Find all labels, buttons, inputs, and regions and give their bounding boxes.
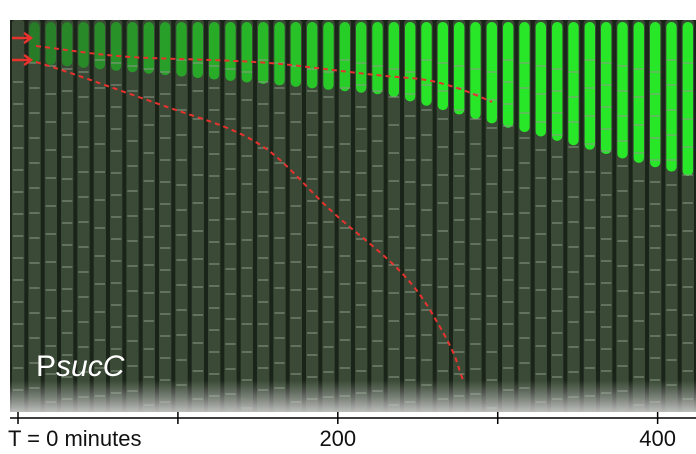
- channel: [306, 20, 319, 412]
- channel: [61, 20, 74, 412]
- fluorescent-cell: [503, 22, 514, 128]
- fluorescent-cell: [209, 22, 220, 80]
- fluorescent-cell: [437, 22, 448, 111]
- channel: [322, 20, 335, 412]
- tick-label: 200: [319, 426, 356, 451]
- fluorescent-cell: [372, 22, 383, 95]
- fluorescent-cell: [682, 22, 693, 176]
- boundary-line: [35, 61, 464, 381]
- strain-label: PsucC: [36, 350, 125, 383]
- channel: [420, 20, 433, 412]
- channel: [453, 20, 466, 412]
- fluorescent-cell: [421, 22, 432, 106]
- fluorescent-cell: [176, 22, 187, 77]
- channel: [159, 20, 172, 412]
- boundary-line: [35, 45, 493, 103]
- tick-label: T = 0 minutes: [8, 426, 142, 451]
- fluorescent-cell: [45, 22, 56, 65]
- channel: [142, 20, 155, 412]
- fluorescent-cell: [241, 22, 252, 83]
- fluorescent-cell: [29, 22, 40, 64]
- fluorescent-cell: [519, 22, 530, 133]
- fluorescent-cell: [94, 22, 105, 70]
- fluorescent-cell: [601, 22, 612, 155]
- fluorescent-cell: [78, 22, 89, 68]
- channel: [224, 20, 237, 412]
- fluorescent-cell: [535, 22, 546, 137]
- fluorescent-cell: [307, 22, 318, 89]
- fluorescent-cell: [454, 22, 465, 115]
- fluorescent-cell: [552, 22, 563, 141]
- fluorescent-cell: [111, 22, 122, 71]
- channel: [208, 20, 221, 412]
- channel: [28, 20, 41, 412]
- label-italic: sucC: [56, 350, 125, 383]
- channel: [44, 20, 57, 412]
- fluorescent-cell: [666, 22, 677, 172]
- channel: [436, 20, 449, 412]
- arrow: [12, 31, 34, 45]
- channel: [338, 20, 351, 412]
- channel: [175, 20, 188, 412]
- label-prefix: P: [36, 350, 56, 383]
- fluorescent-cell: [568, 22, 579, 146]
- channel: [289, 20, 302, 412]
- fluorescent-cell: [258, 22, 269, 84]
- channel: [273, 20, 286, 412]
- channel: [355, 20, 368, 412]
- channel: [12, 20, 25, 412]
- fluorescent-cell: [356, 22, 367, 93]
- tick-label: 400: [639, 426, 676, 451]
- fluorescent-cell: [192, 22, 203, 79]
- fluorescent-cell: [650, 22, 661, 168]
- fluorescent-cell: [62, 22, 73, 67]
- fluorescent-cell: [486, 22, 497, 124]
- kymograph-background: [10, 20, 696, 412]
- fluorescent-cell: [274, 22, 285, 86]
- fluorescent-cell: [617, 22, 628, 159]
- channel: [387, 20, 400, 412]
- arrow: [12, 53, 34, 67]
- fluorescent-cell: [225, 22, 236, 82]
- channel: [191, 20, 204, 412]
- fluorescent-cell: [405, 22, 416, 102]
- channel: [240, 20, 253, 412]
- fluorescent-cell: [388, 22, 399, 97]
- fluorescent-cell: [584, 22, 595, 150]
- fluorescent-cell: [339, 22, 350, 92]
- fluorescent-cell: [633, 22, 644, 163]
- channel: [77, 20, 90, 412]
- channel-bottom: [10, 380, 696, 412]
- channel: [93, 20, 106, 412]
- fluorescent-cell: [160, 22, 171, 76]
- kymograph-columns: [12, 20, 694, 412]
- fluorescent-cell: [290, 22, 301, 87]
- fluorescent-cell: [127, 22, 138, 73]
- fluorescent-cell: [470, 22, 481, 119]
- channel: [469, 20, 482, 412]
- channel: [110, 20, 123, 412]
- channel: [257, 20, 270, 412]
- time-axis: T = 0 minutes 200 400: [8, 412, 676, 451]
- fluorescent-cell: [323, 22, 334, 90]
- fluorescent-cell: [143, 22, 154, 74]
